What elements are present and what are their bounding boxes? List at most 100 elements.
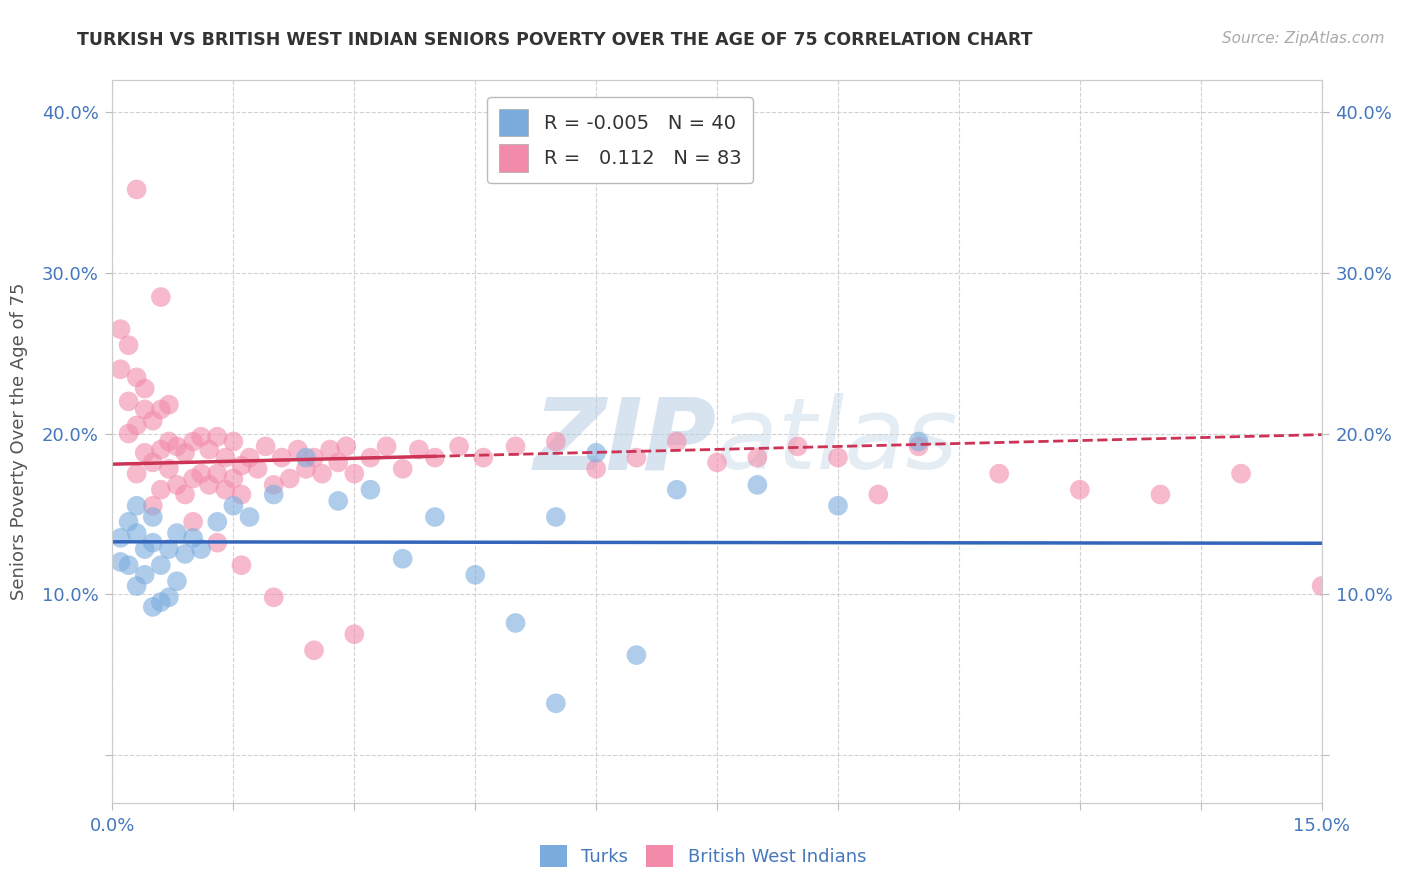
Point	[270, 450, 292, 465]
Point	[142, 535, 165, 549]
Point	[747, 450, 769, 465]
Point	[988, 467, 1011, 481]
Point	[207, 515, 229, 529]
Point	[214, 483, 236, 497]
Point	[295, 462, 318, 476]
Point	[328, 494, 350, 508]
Point	[626, 450, 648, 465]
Point	[110, 531, 132, 545]
Point	[408, 442, 430, 457]
Point	[149, 402, 172, 417]
Point	[190, 430, 212, 444]
Point	[302, 450, 325, 465]
Point	[214, 450, 236, 465]
Point	[263, 591, 285, 605]
Point	[207, 535, 229, 549]
Point	[585, 446, 607, 460]
Point	[359, 483, 381, 497]
Point	[343, 467, 366, 481]
Point	[207, 467, 229, 481]
Point	[375, 439, 398, 453]
Point	[190, 467, 212, 481]
Point	[125, 499, 148, 513]
Point	[311, 467, 333, 481]
Point	[134, 567, 156, 582]
Point	[166, 478, 188, 492]
Point	[142, 414, 165, 428]
Point	[117, 426, 139, 441]
Point	[174, 446, 197, 460]
Point	[505, 615, 527, 630]
Point	[142, 499, 165, 513]
Point	[544, 510, 567, 524]
Point	[827, 499, 849, 513]
Point	[1149, 487, 1171, 501]
Point	[125, 526, 148, 541]
Point	[125, 370, 148, 384]
Point	[302, 643, 325, 657]
Point	[1230, 467, 1253, 481]
Point	[907, 439, 929, 453]
Point	[149, 442, 172, 457]
Point	[142, 455, 165, 469]
Point	[110, 362, 132, 376]
Point	[110, 555, 132, 569]
Point	[287, 442, 309, 457]
Point	[278, 471, 301, 485]
Legend: R = -0.005   N = 40, R =   0.112   N = 83: R = -0.005 N = 40, R = 0.112 N = 83	[488, 97, 754, 184]
Point	[246, 462, 269, 476]
Point	[544, 434, 567, 449]
Point	[335, 439, 357, 453]
Point	[665, 434, 688, 449]
Point	[544, 696, 567, 710]
Point	[747, 478, 769, 492]
Point	[149, 290, 172, 304]
Point	[134, 542, 156, 557]
Point	[166, 526, 188, 541]
Point	[827, 450, 849, 465]
Point	[263, 487, 285, 501]
Point	[907, 434, 929, 449]
Point	[174, 547, 197, 561]
Text: Source: ZipAtlas.com: Source: ZipAtlas.com	[1222, 31, 1385, 46]
Point	[585, 462, 607, 476]
Point	[786, 439, 808, 453]
Point	[134, 446, 156, 460]
Point	[125, 418, 148, 433]
Point	[449, 439, 471, 453]
Point	[117, 558, 139, 573]
Point	[505, 439, 527, 453]
Point	[231, 458, 253, 473]
Point	[665, 483, 688, 497]
Point	[423, 450, 446, 465]
Point	[149, 595, 172, 609]
Point	[149, 558, 172, 573]
Point	[181, 471, 204, 485]
Point	[181, 531, 204, 545]
Point	[472, 450, 495, 465]
Point	[464, 567, 486, 582]
Point	[391, 462, 413, 476]
Point	[157, 591, 180, 605]
Point	[117, 515, 139, 529]
Point	[125, 579, 148, 593]
Point	[1069, 483, 1091, 497]
Point	[423, 510, 446, 524]
Point	[222, 434, 245, 449]
Point	[166, 574, 188, 589]
Point	[231, 487, 253, 501]
Point	[149, 483, 172, 497]
Point	[157, 542, 180, 557]
Point	[238, 450, 260, 465]
Point	[1310, 579, 1333, 593]
Point	[125, 467, 148, 481]
Point	[222, 471, 245, 485]
Point	[157, 434, 180, 449]
Point	[391, 551, 413, 566]
Point	[295, 450, 318, 465]
Point	[157, 462, 180, 476]
Point	[198, 478, 221, 492]
Point	[343, 627, 366, 641]
Point	[238, 510, 260, 524]
Point	[110, 322, 132, 336]
